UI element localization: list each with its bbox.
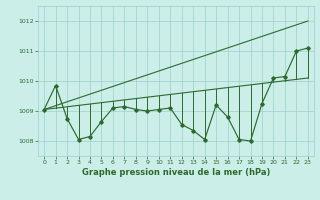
X-axis label: Graphe pression niveau de la mer (hPa): Graphe pression niveau de la mer (hPa) <box>82 168 270 177</box>
